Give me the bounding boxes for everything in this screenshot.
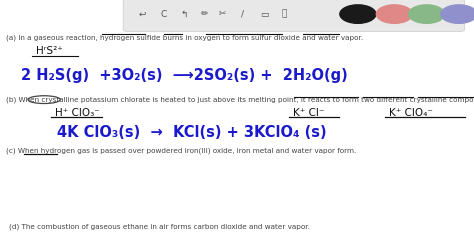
Circle shape [340,5,376,23]
Text: 🖼: 🖼 [282,9,287,19]
Text: ✏: ✏ [201,9,209,19]
Text: H⁺ ClO₃⁻: H⁺ ClO₃⁻ [55,108,99,118]
Text: /: / [241,9,244,19]
Text: HʳS²⁺: HʳS²⁺ [36,46,62,56]
Text: (a) In a gaseous reaction, hydrogen sulfide burns in oxygen to form sulfur dioxi: (a) In a gaseous reaction, hydrogen sulf… [6,35,363,41]
Circle shape [376,5,412,23]
Text: ✂: ✂ [219,9,227,19]
Text: ↩: ↩ [138,9,146,19]
Text: (c) When hydrogen gas is passed over powdered iron(III) oxide, iron metal and wa: (c) When hydrogen gas is passed over pow… [6,148,356,154]
FancyBboxPatch shape [123,0,465,32]
Circle shape [441,5,474,23]
Text: (b) When crystalline potassium chlorate is heated to just above its melting poin: (b) When crystalline potassium chlorate … [6,97,474,103]
Text: K⁺ Cl⁻: K⁺ Cl⁻ [293,108,324,118]
Text: ▭: ▭ [260,9,269,19]
Text: C: C [160,9,167,19]
Circle shape [409,5,445,23]
Text: ↰: ↰ [180,9,188,19]
Text: K⁺ ClO₄⁻: K⁺ ClO₄⁻ [389,108,433,118]
Text: (d) The combustion of gaseous ethane in air forms carbon dioxide and water vapor: (d) The combustion of gaseous ethane in … [9,224,310,230]
Text: 2 H₂S(g)  +3O₂(s)  ⟶2SO₂(s) +  2H₂O(g): 2 H₂S(g) +3O₂(s) ⟶2SO₂(s) + 2H₂O(g) [21,68,348,83]
Text: 4K ClO₃(s)  →  KCl(s) + 3KClO₄ (s): 4K ClO₃(s) → KCl(s) + 3KClO₄ (s) [57,125,327,140]
